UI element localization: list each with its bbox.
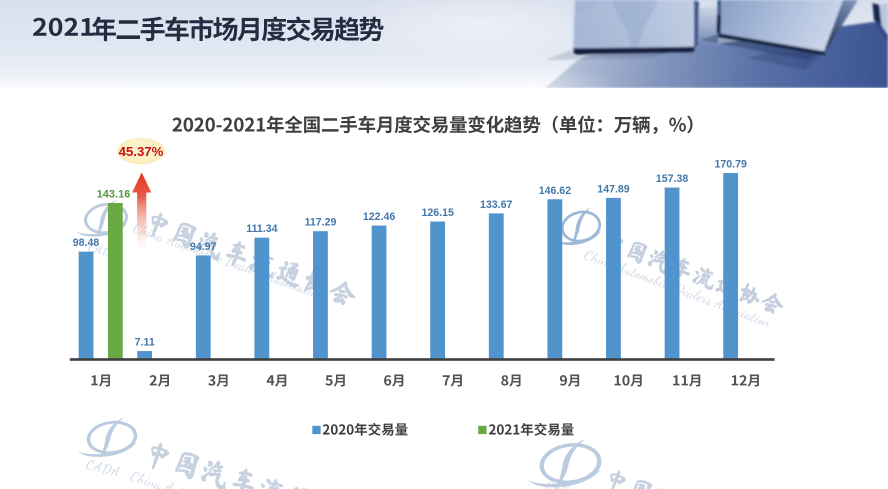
svg-text:111.34: 111.34 xyxy=(246,223,277,235)
svg-text:126.15: 126.15 xyxy=(421,207,454,219)
svg-text:147.89: 147.89 xyxy=(597,183,630,195)
svg-text:170.79: 170.79 xyxy=(714,159,747,171)
svg-text:94.97: 94.97 xyxy=(190,241,217,253)
svg-text:117.29: 117.29 xyxy=(305,217,337,229)
svg-text:157.38: 157.38 xyxy=(656,173,689,185)
svg-text:7.11: 7.11 xyxy=(135,337,155,349)
svg-text:98.48: 98.48 xyxy=(73,237,100,249)
svg-text:143.16: 143.16 xyxy=(97,189,131,201)
svg-text:146.62: 146.62 xyxy=(539,185,572,197)
svg-text:133.67: 133.67 xyxy=(480,199,513,211)
svg-text:45.37%: 45.37% xyxy=(119,144,164,159)
svg-text:122.46: 122.46 xyxy=(363,211,396,223)
